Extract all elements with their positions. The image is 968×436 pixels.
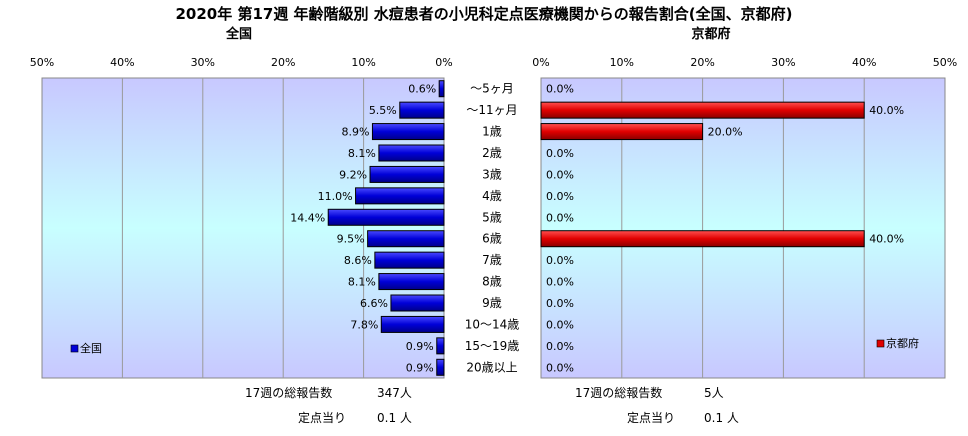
value-label-kyoto: 0.0% bbox=[546, 147, 574, 160]
bar-national bbox=[378, 144, 445, 162]
legend-kyoto: 京都府 bbox=[876, 336, 919, 350]
value-label-national: 11.0% bbox=[318, 190, 353, 203]
bar-kyoto bbox=[540, 101, 865, 119]
bar-national bbox=[390, 294, 445, 312]
category-label: 2歳 bbox=[482, 146, 502, 160]
tick-label-national: 10% bbox=[351, 56, 375, 69]
category-label: 15～19歳 bbox=[465, 339, 520, 353]
legend-label-national: 全国 bbox=[80, 341, 102, 355]
value-label-kyoto: 0.0% bbox=[546, 318, 574, 331]
bar-kyoto bbox=[540, 123, 704, 141]
value-label-national: 7.8% bbox=[350, 318, 378, 331]
footer-national: 17週の総報告数 347人 定点当り 0.1 人 bbox=[245, 385, 412, 425]
tick-label-national: 30% bbox=[191, 56, 215, 69]
bar-national bbox=[378, 273, 445, 291]
tick-label-kyoto: 30% bbox=[771, 56, 795, 69]
value-label-national: 14.4% bbox=[290, 211, 325, 224]
value-label-national: 9.5% bbox=[337, 233, 365, 246]
value-label-kyoto: 0.0% bbox=[546, 340, 574, 353]
value-label-national: 5.5% bbox=[369, 104, 397, 117]
bar-national bbox=[436, 358, 445, 376]
bar-national bbox=[371, 123, 445, 141]
bar-national bbox=[399, 101, 445, 119]
value-label-kyoto: 40.0% bbox=[869, 233, 904, 246]
total-reports-label-national: 17週の総報告数 bbox=[245, 385, 332, 400]
per-site-value-national: 0.1 人 bbox=[377, 411, 412, 425]
value-label-national: 9.2% bbox=[339, 168, 367, 181]
tick-label-kyoto: 40% bbox=[852, 56, 876, 69]
value-label-national: 8.9% bbox=[341, 126, 369, 139]
value-label-kyoto: 0.0% bbox=[546, 168, 574, 181]
value-label-kyoto: 0.0% bbox=[546, 361, 574, 374]
bar-national bbox=[438, 80, 445, 98]
value-label-national: 0.6% bbox=[408, 83, 436, 96]
panel-title-national: 全国 bbox=[225, 26, 252, 42]
panel-title-kyoto: 京都府 bbox=[691, 26, 730, 42]
total-reports-label-kyoto: 17週の総報告数 bbox=[575, 385, 662, 400]
bar-national bbox=[436, 337, 445, 355]
tick-label-national: 20% bbox=[271, 56, 295, 69]
tick-label-national: 40% bbox=[110, 56, 134, 69]
category-label: ～11ヶ月 bbox=[466, 103, 517, 117]
category-label: 3歳 bbox=[482, 167, 502, 181]
bar-national bbox=[327, 208, 445, 226]
value-label-kyoto: 0.0% bbox=[546, 254, 574, 267]
footer-kyoto: 17週の総報告数 5人 定点当り 0.1 人 bbox=[575, 385, 739, 425]
value-label-national: 0.9% bbox=[406, 340, 434, 353]
bar-national bbox=[374, 251, 445, 269]
category-label: 1歳 bbox=[482, 125, 502, 139]
bar-kyoto bbox=[540, 230, 865, 248]
plot-area-national bbox=[41, 77, 445, 379]
tick-label-kyoto: 20% bbox=[690, 56, 714, 69]
tick-label-national: 50% bbox=[30, 56, 54, 69]
legend-national: 全国 bbox=[70, 341, 102, 355]
per-site-label-national: 定点当り bbox=[298, 410, 346, 425]
category-label: 20歳以上 bbox=[466, 360, 517, 374]
value-label-kyoto: 20.0% bbox=[708, 126, 743, 139]
value-label-kyoto: 0.0% bbox=[546, 83, 574, 96]
category-label: 6歳 bbox=[482, 232, 502, 246]
category-label: 9歳 bbox=[482, 296, 502, 310]
category-label: 10～14歳 bbox=[465, 317, 520, 331]
plot-area-kyoto bbox=[540, 77, 946, 379]
value-label-national: 0.9% bbox=[406, 361, 434, 374]
legend-swatch-national bbox=[70, 344, 79, 353]
total-reports-value-national: 347人 bbox=[377, 386, 412, 400]
tick-label-kyoto: 0% bbox=[532, 56, 549, 69]
bar-national bbox=[355, 187, 445, 205]
total-reports-value-kyoto: 5人 bbox=[704, 386, 724, 400]
value-label-national: 8.1% bbox=[348, 147, 376, 160]
tick-label-national: 0% bbox=[435, 56, 452, 69]
value-label-national: 8.6% bbox=[344, 254, 372, 267]
value-label-national: 6.6% bbox=[360, 297, 388, 310]
bar-national bbox=[380, 315, 445, 333]
tick-label-kyoto: 10% bbox=[610, 56, 634, 69]
per-site-label-kyoto: 定点当り bbox=[627, 410, 675, 425]
value-label-kyoto: 0.0% bbox=[546, 211, 574, 224]
category-label: 8歳 bbox=[482, 275, 502, 289]
bar-national bbox=[369, 165, 445, 183]
category-label: ～5ヶ月 bbox=[470, 82, 514, 96]
chart-title: 2020年 第17週 年齢階級別 水痘患者の小児科定点医療機関からの報告割合(全… bbox=[175, 5, 792, 23]
value-label-kyoto: 0.0% bbox=[546, 276, 574, 289]
category-label: 4歳 bbox=[482, 189, 502, 203]
category-label: 5歳 bbox=[482, 210, 502, 224]
value-label-national: 8.1% bbox=[348, 276, 376, 289]
legend-label-kyoto: 京都府 bbox=[886, 336, 919, 350]
value-label-kyoto: 0.0% bbox=[546, 190, 574, 203]
tick-label-kyoto: 50% bbox=[933, 56, 957, 69]
legend-swatch-kyoto bbox=[876, 339, 885, 348]
value-label-kyoto: 40.0% bbox=[869, 104, 904, 117]
category-label: 7歳 bbox=[482, 253, 502, 267]
bar-national bbox=[367, 230, 445, 248]
per-site-value-kyoto: 0.1 人 bbox=[704, 411, 739, 425]
value-label-kyoto: 0.0% bbox=[546, 297, 574, 310]
